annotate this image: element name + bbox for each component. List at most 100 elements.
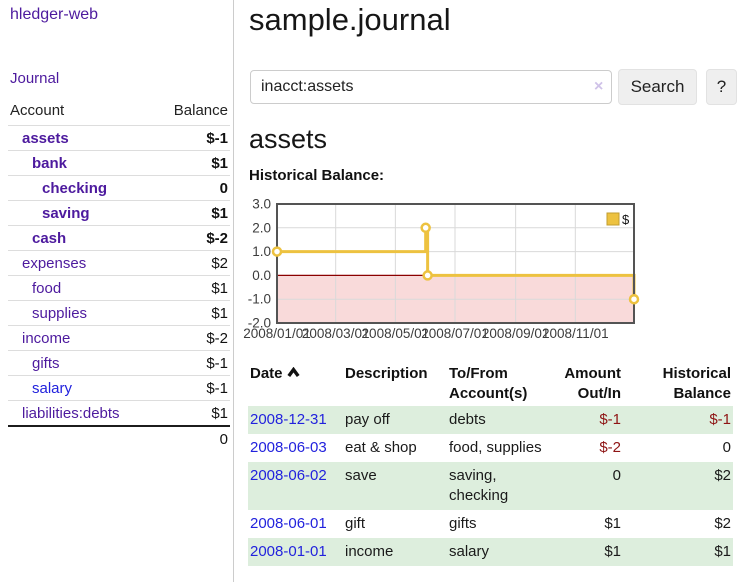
y-axis-tick-label: 3.0: [252, 197, 271, 212]
sort-ascending-icon: [286, 364, 300, 384]
transaction-date-link[interactable]: 2008-06-01: [250, 515, 327, 532]
transaction-accounts: food, supplies: [449, 439, 542, 456]
search-button[interactable]: Search: [618, 69, 697, 105]
historical-balance-chart: $3.0 2.0 1.0 0.0 -1.0 -2.0 2008/01/01 2008/03/0…: [240, 196, 742, 348]
plot-border: [276, 203, 635, 324]
transaction-amount: $1: [604, 515, 621, 532]
account-row: bank $1: [8, 150, 230, 176]
x-axis-tick-label: 2008/11/01: [542, 326, 609, 341]
account-total-row: 0: [8, 425, 230, 451]
data-point-marker: [420, 222, 431, 234]
account-link-cash[interactable]: cash: [32, 229, 67, 247]
account-balance: $1: [155, 150, 230, 176]
transaction-amount: $-2: [599, 439, 621, 456]
account-row: salary $-1: [8, 375, 230, 401]
data-point-marker: [422, 270, 433, 281]
account-balance: $1: [155, 300, 230, 326]
account-link-liabilities-debts[interactable]: liabilities:debts: [22, 404, 120, 422]
account-total-value: 0: [155, 425, 230, 451]
account-row: expenses $2: [8, 250, 230, 276]
transaction-amount: $1: [604, 543, 621, 560]
page-title: sample.journal: [249, 2, 451, 37]
account-balance: $1: [155, 275, 230, 301]
account-link-salary[interactable]: salary: [32, 379, 73, 397]
x-axis-tick-label: 2008/03/01: [302, 326, 370, 341]
transaction-date-link[interactable]: 2008-01-01: [250, 543, 327, 560]
account-row: gifts $-1: [8, 350, 230, 376]
transaction-description: income: [345, 543, 394, 560]
y-axis-tick-label: 0.0: [252, 268, 271, 283]
account-tree-header: Account Balance: [8, 100, 230, 126]
account-balance: $2: [155, 250, 230, 276]
account-balance: $-2: [155, 225, 230, 251]
chart-canvas: $3.0 2.0 1.0 0.0 -1.0 -2.02008/01/012008/03/0…: [243, 197, 640, 341]
x-axis-tick-label: 2008/05/01: [362, 326, 430, 341]
transaction-balance: $2: [714, 467, 731, 484]
register-row: 2008-06-01 gift gifts $1 $2: [248, 510, 733, 538]
register-header-row: Date Description To/From Account(s) Amou…: [248, 362, 733, 406]
transaction-balance: 0: [722, 439, 731, 456]
chart-title: Historical Balance:: [249, 167, 385, 184]
transaction-description: eat & shop: [345, 439, 417, 456]
sidebar-divider: [233, 0, 234, 582]
account-row: food $1: [8, 275, 230, 301]
transaction-date-link[interactable]: 2008-12-31: [250, 411, 327, 428]
balance-column-header: Balance: [173, 101, 228, 119]
x-axis-tick-label: 2008/07/01: [421, 326, 489, 341]
help-button[interactable]: ?: [706, 69, 737, 105]
register-row: 2008-06-03 eat & shop food, supplies $-2 0: [248, 434, 733, 462]
app-brand-link[interactable]: hledger-web: [10, 6, 99, 23]
account-link-expenses[interactable]: expenses: [22, 254, 87, 272]
account-link-income[interactable]: income: [22, 329, 71, 347]
search-input[interactable]: [250, 70, 612, 104]
transaction-date-link[interactable]: 2008-06-02: [250, 467, 327, 484]
transaction-amount: 0: [612, 467, 621, 484]
account-row: cash $-2: [8, 225, 230, 251]
transaction-date-link[interactable]: 2008-06-03: [250, 439, 327, 456]
account-link-food[interactable]: food: [32, 279, 62, 297]
account-row: supplies $1: [8, 300, 230, 326]
account-balance: $-1: [155, 350, 230, 376]
account-balance: $-1: [155, 125, 230, 151]
legend-label: $: [622, 212, 630, 227]
account-tree: Account Balance assets $-1 bank $1 checking 0…: [8, 100, 230, 451]
account-link-assets[interactable]: assets: [22, 129, 69, 147]
account-link-saving[interactable]: saving: [42, 204, 90, 222]
transaction-description: pay off: [345, 411, 390, 428]
account-balance: $1: [155, 200, 230, 226]
transaction-accounts: gifts: [449, 515, 477, 532]
transaction-accounts: debts: [449, 411, 486, 428]
transaction-accounts: saving, checking: [449, 467, 509, 504]
transaction-description: gift: [345, 515, 366, 532]
register-table: Date Description To/From Account(s) Amou…: [248, 362, 733, 566]
account-link-supplies[interactable]: supplies: [32, 304, 88, 322]
account-balance: $-2: [155, 325, 230, 351]
account-row: liabilities:debts $1: [8, 400, 230, 426]
account-link-bank[interactable]: bank: [32, 154, 68, 172]
y-axis-tick-label: 1.0: [252, 244, 271, 259]
register-row: 2008-06-02 save saving, checking 0 $2: [248, 462, 733, 510]
transaction-accounts: salary: [449, 543, 490, 560]
sidebar-item-journal[interactable]: Journal: [10, 70, 60, 87]
account-row: assets $-1: [8, 125, 230, 151]
clear-search-icon[interactable]: ×: [594, 78, 604, 95]
description-column-header: Description: [345, 365, 428, 382]
register-row: 2008-12-31 pay off debts $-1 $-1: [248, 406, 733, 434]
account-link-checking[interactable]: checking: [42, 179, 108, 197]
y-axis-tick-label: 2.0: [252, 220, 271, 235]
account-balance: $1: [155, 400, 230, 426]
register-body: 2008-12-31 pay off debts $-1 $-1 2008-06-03 ea…: [248, 406, 733, 566]
y-axis-tick-label: -1.0: [248, 292, 271, 307]
date-column-header[interactable]: Date: [248, 362, 343, 406]
data-point-marker: [271, 246, 283, 257]
transaction-balance: $-1: [709, 411, 731, 428]
account-tree-body: assets $-1 bank $1 checking 0 saving $1 cash $-2 e…: [8, 125, 230, 426]
account-row: checking 0: [8, 175, 230, 201]
account-link-gifts[interactable]: gifts: [32, 354, 60, 372]
transaction-balance: $1: [714, 543, 731, 560]
account-row: income $-2: [8, 325, 230, 351]
x-axis-tick-label: 2008/09/01: [482, 326, 550, 341]
x-axis-tick-label: 2008/01/01: [243, 326, 311, 341]
transaction-amount: $-1: [599, 411, 621, 428]
account-column-header: Account: [10, 101, 65, 119]
